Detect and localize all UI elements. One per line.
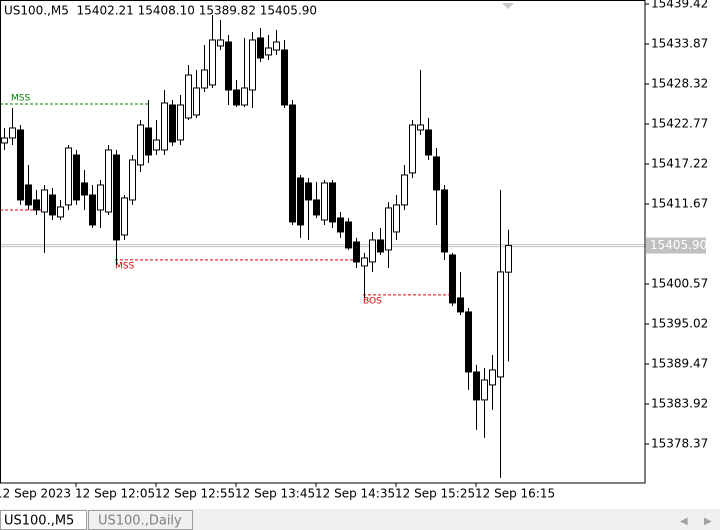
candle-body [417,124,424,131]
y-tick-label: 15433.87 [651,37,708,51]
x-tick-label: 12 Sep 15:25 [395,487,475,501]
candle-body [425,129,432,156]
candle-body [369,239,376,263]
candle-body [201,69,208,89]
current-price-box [646,237,706,254]
y-tick-label: 15400.57 [651,276,708,290]
y-tick-label: 15422.77 [651,117,708,131]
candle-body [273,41,280,51]
candle-body [401,174,408,206]
candle-body [249,39,256,91]
candle-body [33,199,40,211]
candle-body [193,87,200,116]
candle-body [449,254,456,304]
x-tick-label: 12 Sep 13:45 [235,487,315,501]
candle-body [233,89,240,106]
candle-body [377,239,384,253]
tab-label[interactable]: US100.,Daily [98,514,182,529]
candle-body [409,124,416,174]
scroll-right[interactable]: ▶ [704,516,712,527]
candle-body [481,379,488,401]
candle-body [353,241,360,263]
candle-body [457,297,464,313]
candle-body [185,74,192,119]
candle-body [385,207,392,251]
y-tick-label: 15428.32 [651,77,708,91]
candle-body [73,154,80,201]
y-tick-label: 15389.47 [651,356,708,370]
candle-body [257,37,264,59]
plot: MSS MSS BOS [0,14,645,478]
candle-body [313,199,320,216]
candle-body [321,182,328,221]
y-tick-label: 15417.22 [651,157,708,171]
y-tick-label: 15411.67 [651,196,708,210]
y-tick-label: 15383.92 [651,396,708,410]
candle-body [81,182,88,196]
candle-body [169,104,176,143]
y-tick-label: 15395.02 [651,316,708,330]
level-label: BOS [363,296,382,306]
candle-body [153,139,160,151]
x-tick-label: 12 Sep 12:55 [155,487,235,501]
candle-body [217,39,224,47]
candle-body [137,124,144,166]
candle-body [9,127,16,139]
candle-body [393,204,400,233]
chart-header: US100.,M5 15402.21 15408.10 15389.82 154… [4,4,317,18]
x-tick-label: 12 Sep 2023 [0,487,71,501]
candle-body [89,194,96,226]
candle-body [25,184,32,206]
candle-body [337,217,344,233]
candle-body [497,271,504,378]
candle-body [113,154,120,241]
scroll-left[interactable]: ◀ [680,516,688,527]
y-tick-label: 15439.42 [651,0,708,11]
candle-body [433,156,440,191]
shift-marker [502,3,514,9]
candle-body [161,102,168,151]
candle-body [281,49,288,106]
candle-body [17,129,24,201]
x-tick-label: 12 Sep 14:35 [315,487,395,501]
candle-body [41,189,48,213]
x-tick-label: 12 Sep 12:05 [75,487,155,501]
current-price-label: 15405.90 [650,238,707,252]
candle-body [289,104,296,223]
candle-body [465,311,472,373]
candle-body [505,245,512,273]
candle-body [1,137,8,144]
level-label: MSS [115,261,134,271]
candle-body [145,127,152,156]
candle-body [129,159,136,201]
candle-body [65,147,72,206]
candle-body [57,206,64,218]
candle-body [121,197,128,236]
candle-body [209,39,216,86]
candle-body [345,221,352,249]
candle-body [241,87,248,106]
candle-body [97,184,104,211]
candle-body [329,182,336,223]
x-tick-label: 12 Sep 16:15 [475,487,555,501]
candle-body [473,371,480,401]
candle-body [305,182,312,201]
candle-body [441,189,448,253]
candle-body [105,149,112,213]
tab-label[interactable]: US100.,M5 [4,514,74,529]
candle-body [177,104,184,141]
candle-body [49,194,56,216]
level-label: MSS [11,93,30,103]
candle-body [297,177,304,226]
candle-body [265,47,272,56]
candle-body [489,369,496,386]
plot-frame [0,0,646,484]
candle-body [361,257,368,267]
y-tick-label: 15378.37 [651,436,708,450]
candle-body [225,41,232,91]
